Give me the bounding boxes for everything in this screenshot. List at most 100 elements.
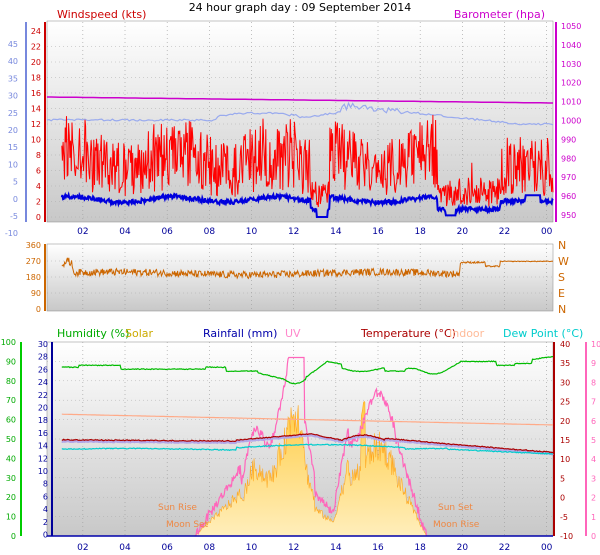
indoor-label: Indoor (449, 327, 485, 340)
x-tick-label: 02 (77, 227, 88, 237)
uv-tick: 7 (591, 398, 596, 407)
barometer-tick: 980 (561, 154, 576, 163)
outer-left-tick: 10 (8, 160, 18, 169)
outer-left-tick: 40 (8, 57, 18, 66)
humidity-tick: 10 (6, 513, 16, 522)
x-tick-label: 02 (77, 543, 88, 553)
temperature-tick: 40 (560, 340, 570, 349)
rainfall-tick: 30 (38, 340, 48, 349)
windspeed-axis-title: Windspeed (kts) (57, 8, 146, 21)
windspeed-tick: 10 (31, 136, 41, 145)
temperature-tick: -5 (560, 513, 568, 522)
barometer-tick: 1000 (561, 117, 581, 126)
rainfall-tick: 18 (38, 416, 48, 425)
temperature-tick: 5 (560, 474, 565, 483)
panel-wind-barometer: Windspeed (kts) Barometer (hpa) 24222018… (5, 8, 581, 238)
windspeed-tick: 18 (31, 74, 41, 83)
solar-area (193, 400, 428, 537)
moon-rise-annotation: Moon Rise (433, 520, 480, 530)
barometer-trace-line (46, 101, 554, 126)
temperature-tick: 30 (560, 378, 570, 387)
uv-line (194, 356, 428, 537)
x-tick-label: 00 (541, 543, 553, 553)
rainfall-tick: 22 (38, 391, 48, 400)
windspeed-tick: 24 (31, 27, 41, 36)
humidity-tick: 20 (6, 493, 16, 502)
rainfall-tick: 12 (38, 454, 48, 463)
temperature-tick: 15 (560, 436, 570, 445)
rainfall-label: Rainfall (mm) (203, 327, 277, 340)
outer-left-tick: 15 (8, 143, 18, 152)
direction-degree-tick: 270 (26, 257, 41, 266)
uv-label: UV (285, 327, 301, 340)
barometer-tick: 1050 (561, 22, 581, 31)
x-tick-label: 22 (499, 543, 510, 553)
humidity-tick: 90 (6, 357, 16, 366)
direction-compass-tick: S (558, 271, 565, 284)
barometer-tick: 950 (561, 211, 576, 220)
panel2-plot-area (46, 243, 554, 312)
rainfall-tick: 28 (38, 353, 48, 362)
windspeed-tick: 2 (36, 198, 41, 207)
uv-tick: 9 (591, 359, 596, 368)
panel3-x-tick-labels: 02 04 06 08 10 12 14 16 18 20 22 00 (77, 543, 553, 553)
sun-rise-annotation: Sun Rise (158, 503, 197, 513)
barometer-tick: 1010 (561, 98, 581, 107)
x-tick-label: 16 (372, 227, 384, 237)
temperature-label: Temperature (°C) (360, 327, 456, 340)
outer-left-tick: 0 (13, 195, 18, 204)
uv-tick: 4 (591, 455, 596, 464)
direction-degree-tick: 360 (26, 241, 41, 250)
temperature-tick: 10 (560, 455, 570, 464)
x-tick-label: 14 (330, 543, 342, 553)
direction-degree-tick: 180 (26, 273, 41, 282)
x-tick-label: 20 (457, 543, 469, 553)
outer-left-tick: 35 (8, 74, 18, 83)
humidity-tick: 40 (6, 454, 16, 463)
rainfall-tick: 14 (38, 442, 48, 451)
rainfall-tick: 26 (38, 365, 48, 374)
moon-set-annotation: Moon Set (166, 520, 209, 530)
x-tick-label: 04 (119, 227, 131, 237)
x-tick-label: 10 (246, 543, 258, 553)
rainfall-tick: 0 (43, 531, 48, 540)
windspeed-tick: 14 (31, 105, 41, 114)
temperature-line (61, 433, 554, 454)
uv-tick: 1 (591, 513, 596, 522)
panel-temperature-humidity: Humidity (%) Solar Rainfall (mm) UV Temp… (1, 327, 600, 553)
temperature-tick: 20 (560, 417, 570, 426)
x-tick-label: 18 (414, 227, 426, 237)
x-tick-label: 06 (161, 227, 173, 237)
barometer-tick: 1040 (561, 41, 581, 50)
panel1-plot-area (46, 20, 554, 223)
rainfall-tick: 6 (43, 492, 48, 501)
wind-gust-line (61, 114, 554, 208)
x-tick-label: 04 (119, 543, 131, 553)
temperature-tick-labels: 40 35 30 25 20 15 10 5 0 -5 -10 (560, 340, 573, 541)
barometer-tick: 960 (561, 192, 576, 201)
x-tick-label: 20 (457, 227, 469, 237)
direction-compass-tick: W (558, 255, 569, 268)
x-tick-label: 06 (161, 543, 173, 553)
rainfall-tick: 8 (43, 480, 48, 489)
x-tick-label: 08 (204, 227, 216, 237)
windspeed-tick: 22 (31, 43, 41, 52)
x-tick-label: 12 (288, 543, 299, 553)
humidity-tick: 30 (6, 474, 16, 483)
outer-left-tick-labels: 45 40 35 30 25 20 15 10 5 0 -5 -10 (5, 40, 18, 238)
windspeed-tick: 8 (36, 151, 41, 160)
windspeed-tick: 6 (36, 167, 41, 176)
x-tick-label: 22 (499, 227, 510, 237)
wind-average-line (60, 191, 554, 218)
temperature-shadow-line (61, 433, 554, 456)
windspeed-tick: 20 (31, 58, 41, 67)
direction-compass-tick: E (558, 287, 565, 300)
x-tick-label: 00 (541, 227, 553, 237)
humidity-label: Humidity (%) (57, 327, 129, 340)
humidity-tick: 60 (6, 416, 16, 425)
windspeed-tick: 12 (31, 120, 41, 129)
